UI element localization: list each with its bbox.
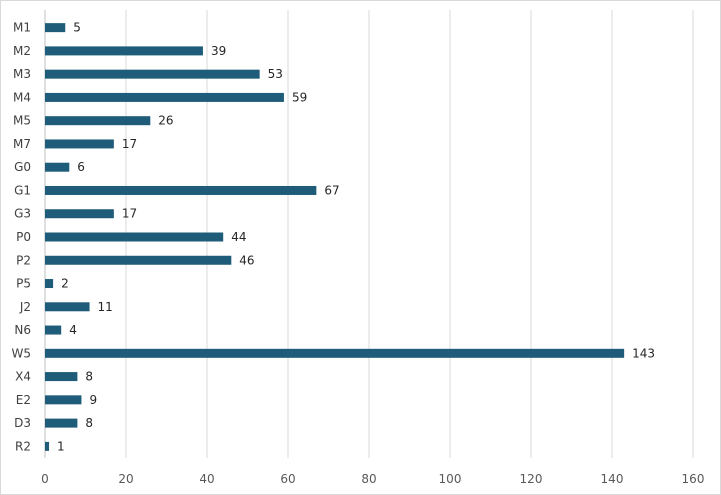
category-label: P2 <box>16 253 31 267</box>
bar-W5 <box>45 348 625 358</box>
category-label: E2 <box>16 393 31 407</box>
x-tick-label: 40 <box>199 472 214 486</box>
x-tick-label: 140 <box>601 472 624 486</box>
data-label: 143 <box>632 346 655 360</box>
bar-G1 <box>45 185 317 195</box>
category-label: N6 <box>14 323 31 337</box>
x-tick-label: 20 <box>118 472 133 486</box>
data-labels: 5 39 53 59 26 17 6 67 17 44 46 2 11 4 143 8 9 8 1 <box>57 21 655 454</box>
category-label: G3 <box>14 207 31 221</box>
data-label: 1 <box>57 439 65 453</box>
bar-P0 <box>45 232 224 242</box>
category-label: M4 <box>13 90 31 104</box>
bar-J2 <box>45 302 90 312</box>
data-label: 2 <box>61 277 69 291</box>
category-label: M1 <box>13 21 31 35</box>
data-label: 39 <box>211 44 226 58</box>
bar-M4 <box>45 92 284 102</box>
category-label: W5 <box>12 346 32 360</box>
data-label: 8 <box>85 416 93 430</box>
data-label: 44 <box>231 230 246 244</box>
data-label: 59 <box>292 90 307 104</box>
data-label: 17 <box>122 137 137 151</box>
data-label: 53 <box>268 67 283 81</box>
bar-M7 <box>45 139 114 149</box>
x-tick-label: 100 <box>439 472 462 486</box>
bars <box>45 23 625 451</box>
bar-D3 <box>45 418 78 428</box>
bar-M1 <box>45 23 66 33</box>
bar-E2 <box>45 395 82 405</box>
x-tick-label: 60 <box>280 472 295 486</box>
category-labels: M1 M2 M3 M4 M5 M7 G0 G1 G3 P0 P2 P5 J2 N6 W5 X4 E2 D3 R2 <box>12 21 32 454</box>
x-tick-label: 0 <box>41 472 49 486</box>
x-tick-label: 80 <box>361 472 376 486</box>
category-label: M5 <box>13 114 31 128</box>
bar-G0 <box>45 162 70 172</box>
category-label: G0 <box>14 160 31 174</box>
category-label: R2 <box>15 439 31 453</box>
bar-N6 <box>45 325 62 335</box>
bar-M2 <box>45 46 203 56</box>
category-label: P0 <box>16 230 31 244</box>
category-label: M2 <box>13 44 31 58</box>
category-label: D3 <box>14 416 31 430</box>
bar-P2 <box>45 255 232 265</box>
x-tick-label: 120 <box>520 472 543 486</box>
data-label: 4 <box>69 323 77 337</box>
bar-X4 <box>45 372 78 382</box>
category-label: G1 <box>14 183 31 197</box>
bar-M5 <box>45 116 151 126</box>
data-label: 67 <box>324 183 339 197</box>
bar-R2 <box>45 441 50 451</box>
x-tick-label: 160 <box>682 472 705 486</box>
data-label: 11 <box>98 300 113 314</box>
bar-P5 <box>45 279 54 289</box>
data-label: 6 <box>77 160 85 174</box>
data-label: 9 <box>89 393 97 407</box>
category-label: M3 <box>13 67 31 81</box>
data-label: 5 <box>73 21 81 35</box>
bar-M3 <box>45 69 260 79</box>
category-label: X4 <box>15 370 31 384</box>
data-label: 8 <box>85 370 93 384</box>
x-tick-labels: 0 20 40 60 80 100 120 140 160 <box>41 472 704 486</box>
data-label: 17 <box>122 207 137 221</box>
category-label: M7 <box>13 137 31 151</box>
category-label: J2 <box>19 300 31 314</box>
data-label: 26 <box>158 114 173 128</box>
data-label: 46 <box>239 253 254 267</box>
category-label: P5 <box>16 277 31 291</box>
bar-G3 <box>45 209 114 219</box>
